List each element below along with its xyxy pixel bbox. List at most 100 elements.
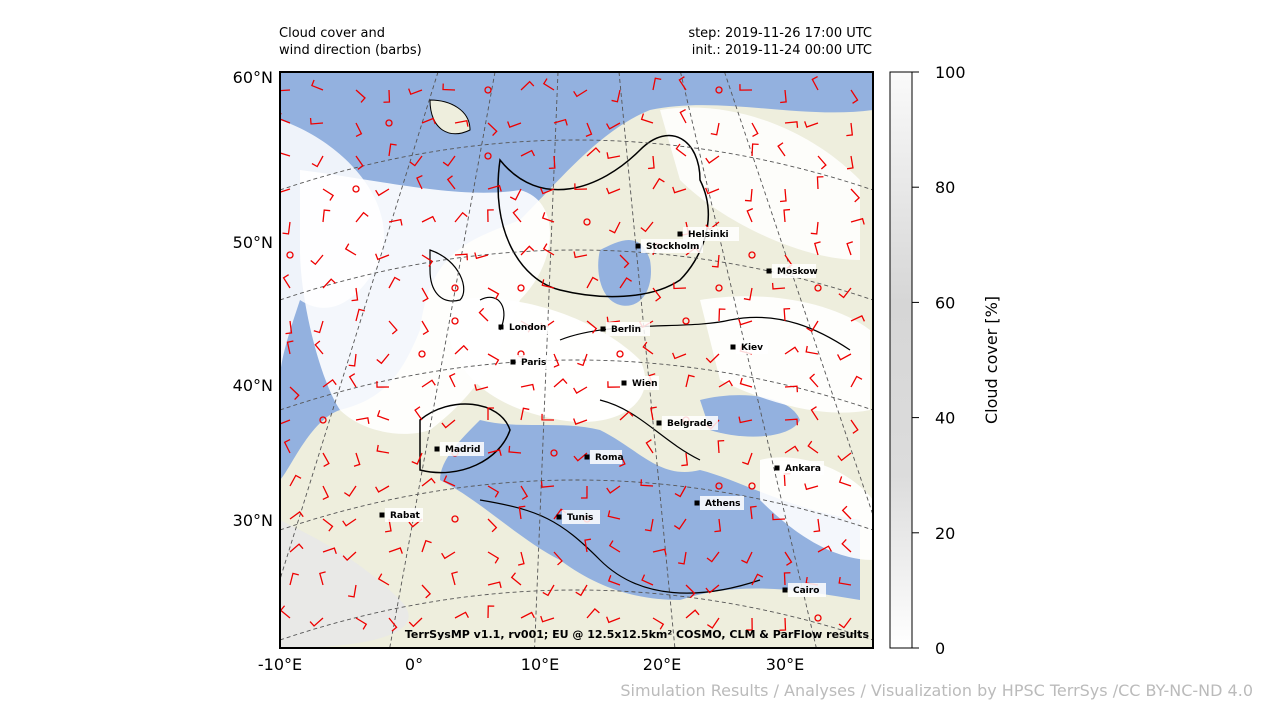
wind-barb [553,378,568,388]
wind-barb [573,251,588,259]
wind-barb [355,89,366,103]
city-label-bg [772,264,816,278]
wind-barb [619,410,634,421]
wind-barb [810,406,819,421]
wind-barb [585,122,593,137]
city-label-bg [504,320,548,334]
wind-barb [487,287,500,300]
wind-barb [574,183,588,191]
wind-barb [850,419,859,434]
wind-barb [850,375,863,388]
wind-barb [640,221,654,233]
city-marker [774,465,780,471]
wind-barb [454,211,468,223]
wind-barb [414,406,423,421]
wind-barb [841,539,852,553]
wind-barb [487,407,495,421]
city-label: Berlin [611,325,641,335]
wind-barb [705,187,720,195]
wind-barb [685,609,700,619]
wind-barb [510,572,522,586]
wind-barb [784,121,799,128]
city-label-bg [788,583,826,597]
city-marker [656,420,662,426]
wind-barb [411,452,423,465]
graticule [280,72,439,581]
wind-barb [454,119,469,127]
city-label-bg [385,508,423,522]
wind-barb [783,572,791,586]
wind-barb [838,576,852,586]
wind-barb [652,177,665,190]
wind-barb [607,510,621,520]
city-label-bg [606,322,650,336]
wind-barb [652,77,662,91]
city-marker [766,268,772,274]
wind-barb [376,410,390,421]
wind-barb [474,384,489,391]
city-label-bg [736,340,768,354]
graticule [680,72,817,648]
wind-barb [619,277,632,289]
wind-barb [375,485,390,493]
wind-barb [487,184,502,192]
wind-barb [441,419,456,429]
wind-barb [548,155,556,170]
wind-barb [388,276,401,289]
graticule [280,249,873,301]
wind-barb [512,208,522,223]
wind-barb [442,83,456,91]
wind-barb [376,381,390,388]
city-label: London [509,323,546,333]
calm-marker [352,185,360,193]
wind-barb [451,571,458,586]
wind-barb [408,617,423,628]
wind-barb [542,78,555,91]
wind-barb [573,89,588,98]
calm-marker [715,86,723,94]
wind-barb [454,611,469,619]
wind-barb [421,379,436,388]
wind-barb [421,287,429,302]
city-marker [677,231,683,237]
wind-barb [642,341,654,355]
wind-barb [846,155,854,170]
wind-barb [322,518,334,532]
city-label: Helsinki [688,230,729,240]
wind-barb [652,548,667,556]
wind-barb [640,113,654,124]
credit: TerrSysMP v1.1, rv001; EU @ 12.5x12.5km²… [405,628,870,641]
map-background [280,72,873,648]
wind-barb [343,485,357,497]
wind-barb [355,617,368,630]
wind-barb [837,353,852,361]
wind-barb [577,353,588,367]
city-label-bg [562,510,600,524]
wind-barb [289,474,302,487]
wind-barb [487,353,500,366]
wind-barb [838,617,852,629]
wind-barb [607,574,621,586]
wind-barb [355,155,364,170]
wind-barb [286,340,294,355]
wind-barb [648,155,655,170]
wind-barb [841,505,852,520]
colorbar-tick-label: 0 [935,639,945,658]
wind-barb [672,352,687,360]
wind-barb [705,353,720,364]
wind-barb [384,518,392,533]
wind-barb [685,584,696,599]
calm-marker [715,482,723,490]
wind-barb [540,615,555,623]
wind-barb [705,584,720,594]
wind-barb [355,211,369,223]
lon-label: 20°E [643,655,681,674]
calm-marker [451,317,459,325]
wind-barb [518,505,526,520]
colorbar-tick-label: 40 [935,409,955,428]
wind-barb [780,89,787,104]
city-marker [510,359,516,365]
wind-barb [348,584,357,598]
wind-barb [355,417,370,424]
wind-barb [520,383,535,391]
